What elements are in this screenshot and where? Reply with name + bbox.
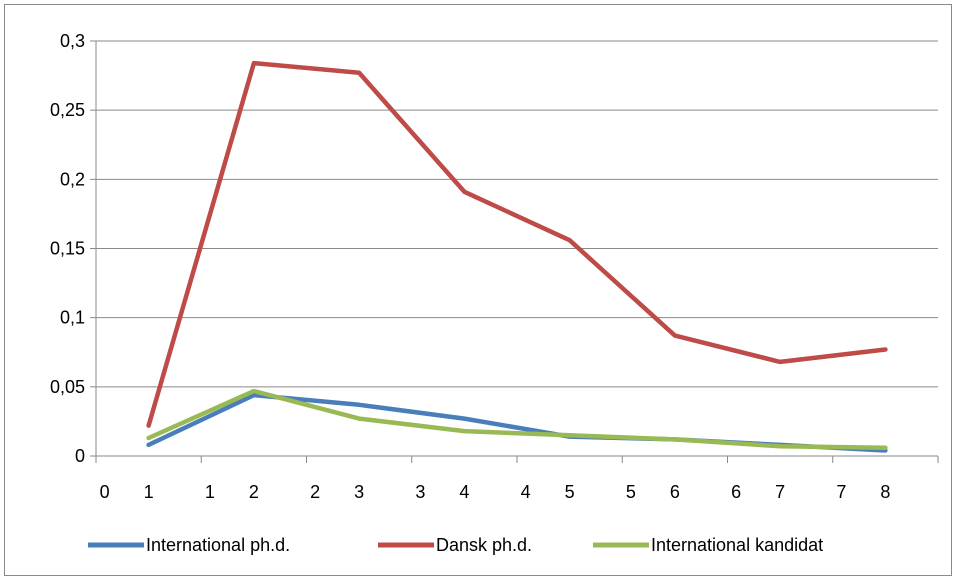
- y-tick-label-3: 0,15: [50, 239, 85, 259]
- x-tick-label-3: 2: [249, 482, 259, 502]
- x-tick-label-4: 2: [310, 482, 320, 502]
- x-tick-label-0: 0: [100, 482, 110, 502]
- series-line-2: [146, 388, 888, 450]
- series-line-1: [146, 60, 888, 428]
- x-tick-label-6: 3: [415, 482, 425, 502]
- x-tick-label-12: 6: [731, 482, 741, 502]
- x-tick-label-8: 4: [521, 482, 531, 502]
- y-tick-label-5: 0,25: [50, 100, 85, 120]
- x-tick-label-10: 5: [626, 482, 636, 502]
- series-line-0: [146, 392, 888, 453]
- x-tick-label-11: 6: [670, 482, 680, 502]
- y-tick-label-0: 0: [75, 446, 85, 466]
- x-tick-label-15: 8: [880, 482, 890, 502]
- legend-label-1: Dansk ph.d.: [436, 535, 532, 555]
- y-tick-label-1: 0,05: [50, 377, 85, 397]
- x-tick-label-13: 7: [775, 482, 785, 502]
- x-tick-label-7: 4: [459, 482, 469, 502]
- y-tick-label-2: 0,1: [60, 308, 85, 328]
- chart-frame: [4, 4, 952, 576]
- y-tick-label-6: 0,3: [60, 31, 85, 51]
- x-tick-label-2: 1: [205, 482, 215, 502]
- legend-label-0: International ph.d.: [146, 535, 290, 555]
- x-tick-label-1: 1: [144, 482, 154, 502]
- y-tick-label-4: 0,2: [60, 169, 85, 189]
- x-tick-label-9: 5: [565, 482, 575, 502]
- x-tick-label-14: 7: [836, 482, 846, 502]
- legend-label-2: International kandidat: [651, 535, 823, 555]
- x-tick-label-5: 3: [354, 482, 364, 502]
